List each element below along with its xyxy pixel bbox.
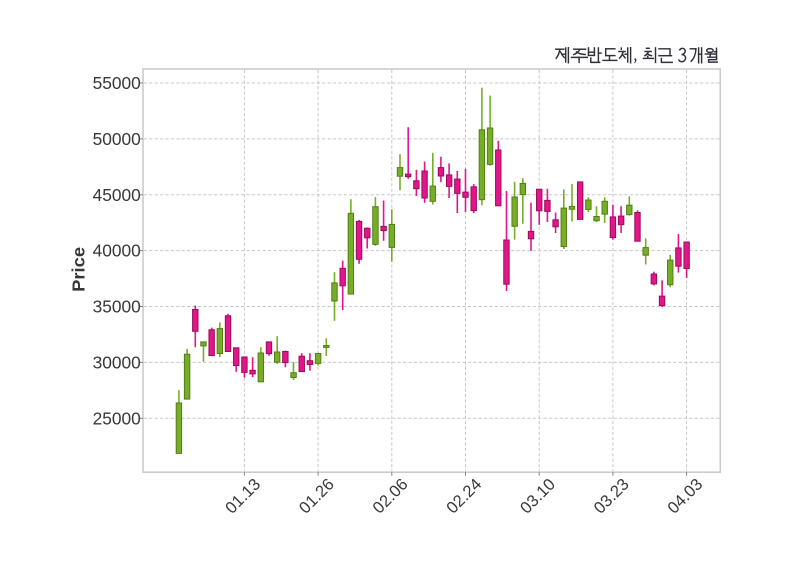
svg-text:25000: 25000	[93, 408, 141, 428]
svg-text:Price: Price	[68, 247, 88, 292]
svg-text:55000: 55000	[93, 73, 141, 93]
svg-text:30000: 30000	[93, 353, 141, 373]
svg-text:40000: 40000	[93, 241, 141, 261]
svg-text:35000: 35000	[93, 297, 141, 317]
svg-text:45000: 45000	[93, 185, 141, 205]
svg-text:50000: 50000	[93, 129, 141, 149]
